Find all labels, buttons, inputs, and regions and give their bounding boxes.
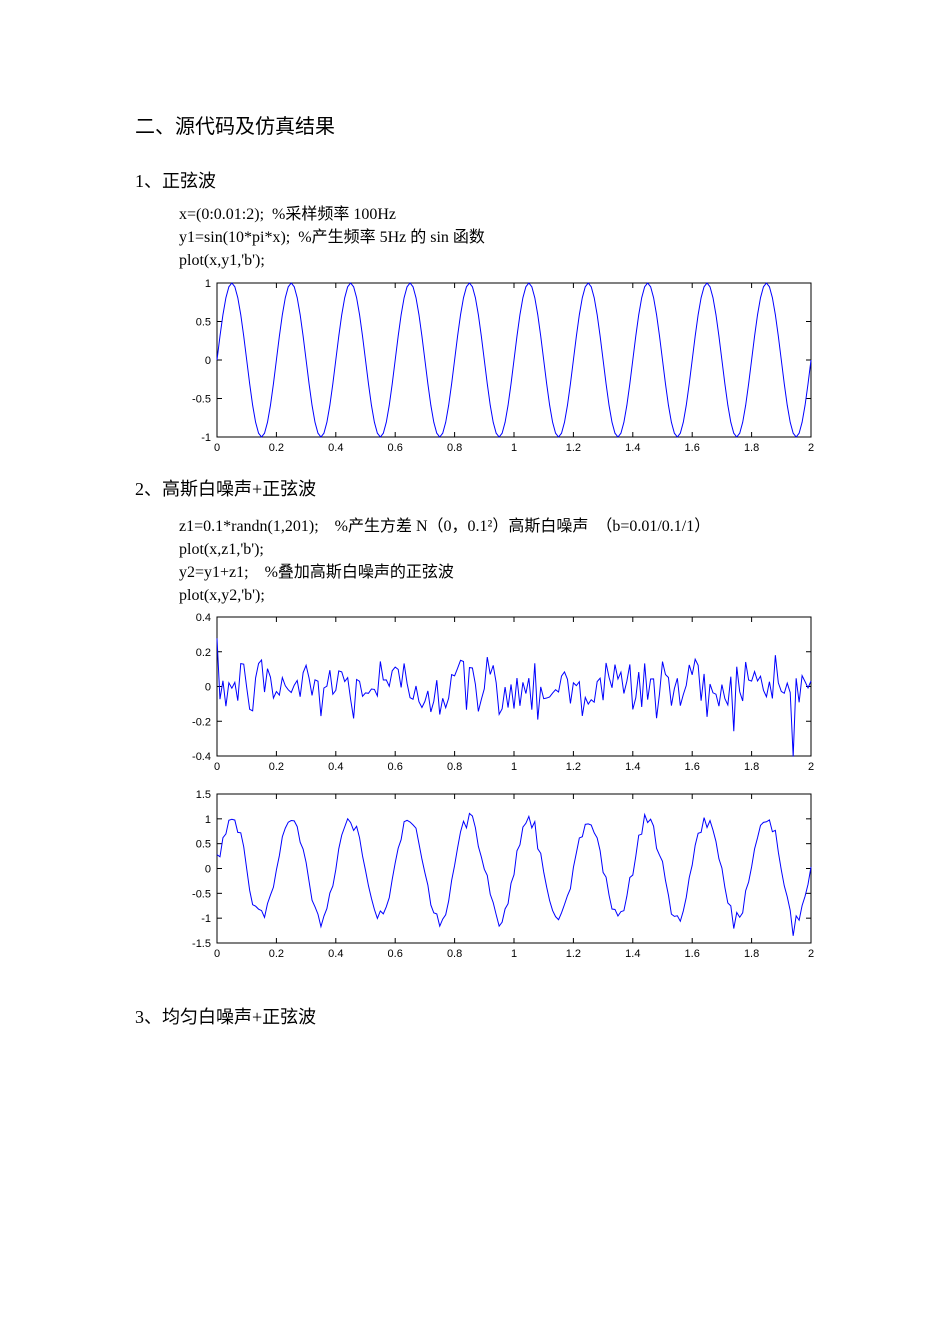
svg-text:0: 0 (214, 948, 220, 960)
svg-text:1.5: 1.5 (196, 789, 211, 801)
chart-svg: -1.5 -1 -0.5 0 0.5 1 1.5 0 0.2 0.4 0.6 0.8 1 1.2 1.4 1.… (179, 788, 819, 963)
document-page: 二、源代码及仿真结果 1、正弦波 x=(0:0.01:2); %采样频率 100… (0, 0, 945, 1099)
svg-text:0.6: 0.6 (388, 948, 403, 960)
code-line: plot(x,y2,'b'); (179, 587, 265, 604)
svg-text:1.2: 1.2 (566, 442, 581, 454)
svg-text:1.8: 1.8 (744, 442, 759, 454)
svg-text:-0.5: -0.5 (192, 889, 211, 901)
svg-text:0.4: 0.4 (328, 761, 343, 773)
svg-text:2: 2 (808, 442, 814, 454)
svg-text:0: 0 (214, 761, 220, 773)
svg-text:1.2: 1.2 (566, 948, 581, 960)
svg-text:0.2: 0.2 (269, 761, 284, 773)
svg-text:0.8: 0.8 (447, 948, 462, 960)
code-line: plot(x,y1,'b'); (179, 252, 265, 269)
svg-text:-0.5: -0.5 (192, 393, 211, 405)
chart-2-noise: -0.4 -0.2 0 0.2 0.4 0 0.2 0.4 0.6 0.8 1 1.2 1.4 1.6 1.… (179, 611, 810, 776)
code-line: z1=0.1*randn(1,201); %产生方差 N（0，0.1²）高斯白噪… (179, 518, 710, 535)
svg-text:0: 0 (205, 355, 211, 367)
code-block-1: x=(0:0.01:2); %采样频率 100Hz y1=sin(10*pi*x… (179, 203, 810, 273)
svg-text:-1.5: -1.5 (192, 938, 211, 950)
code-line: x=(0:0.01:2); %采样频率 100Hz (179, 206, 396, 223)
code-line: y1=sin(10*pi*x); %产生频率 5Hz 的 sin 函数 (179, 229, 485, 246)
svg-text:0.5: 0.5 (196, 839, 211, 851)
svg-text:1.4: 1.4 (625, 442, 640, 454)
code-line: y2=y1+z1; %叠加高斯白噪声的正弦波 (179, 564, 454, 581)
svg-text:0.6: 0.6 (388, 442, 403, 454)
section-title: 二、源代码及仿真结果 (135, 110, 810, 139)
svg-text:1.2: 1.2 (566, 761, 581, 773)
svg-text:0.6: 0.6 (388, 761, 403, 773)
subsection-1-title: 1、正弦波 (135, 167, 810, 193)
subsection-3-title: 3、均匀白噪声+正弦波 (135, 1003, 810, 1029)
svg-text:0: 0 (205, 864, 211, 876)
svg-text:1.6: 1.6 (685, 442, 700, 454)
svg-text:1: 1 (511, 761, 517, 773)
svg-text:1.4: 1.4 (625, 948, 640, 960)
svg-text:1: 1 (205, 814, 211, 826)
svg-text:2: 2 (808, 948, 814, 960)
chart-svg: -0.4 -0.2 0 0.2 0.4 0 0.2 0.4 0.6 0.8 1 1.2 1.4 1.6 1.… (179, 611, 819, 776)
svg-text:0.5: 0.5 (196, 316, 211, 328)
code-line: plot(x,z1,'b'); (179, 541, 264, 558)
chart-3-sine-plus-noise: -1.5 -1 -0.5 0 0.5 1 1.5 0 0.2 0.4 0.6 0.8 1 1.2 1.4 1.… (179, 788, 810, 963)
svg-text:0.8: 0.8 (447, 761, 462, 773)
svg-text:0.8: 0.8 (447, 442, 462, 454)
svg-text:1: 1 (205, 278, 211, 290)
chart-svg: -1 -0.5 0 0.5 1 0 0.2 0.4 0.6 0.8 1 1.2 1.4 1.6 1.8 2 (179, 277, 819, 457)
svg-text:0.2: 0.2 (196, 647, 211, 659)
svg-text:1: 1 (511, 948, 517, 960)
svg-text:0: 0 (205, 682, 211, 694)
svg-text:-0.2: -0.2 (192, 717, 211, 729)
svg-text:1: 1 (511, 442, 517, 454)
svg-text:-0.4: -0.4 (192, 751, 211, 763)
subsection-2-title: 2、高斯白噪声+正弦波 (135, 475, 810, 501)
svg-text:0.2: 0.2 (269, 948, 284, 960)
svg-text:2: 2 (808, 761, 814, 773)
code-block-2: z1=0.1*randn(1,201); %产生方差 N（0，0.1²）高斯白噪… (179, 515, 810, 608)
svg-text:0.4: 0.4 (328, 948, 343, 960)
svg-text:1.6: 1.6 (685, 761, 700, 773)
svg-text:1.6: 1.6 (685, 948, 700, 960)
svg-text:1.8: 1.8 (744, 948, 759, 960)
svg-text:-1: -1 (201, 913, 211, 925)
svg-text:0: 0 (214, 442, 220, 454)
svg-text:-1: -1 (201, 432, 211, 444)
svg-text:1.4: 1.4 (625, 761, 640, 773)
chart-1-sine: -1-0.500.5100.20.40.60.811.21.41.61.82 (179, 277, 810, 457)
svg-text:1.8: 1.8 (744, 761, 759, 773)
svg-text:0.4: 0.4 (328, 442, 343, 454)
svg-text:0.4: 0.4 (196, 612, 211, 624)
svg-text:0.2: 0.2 (269, 442, 284, 454)
